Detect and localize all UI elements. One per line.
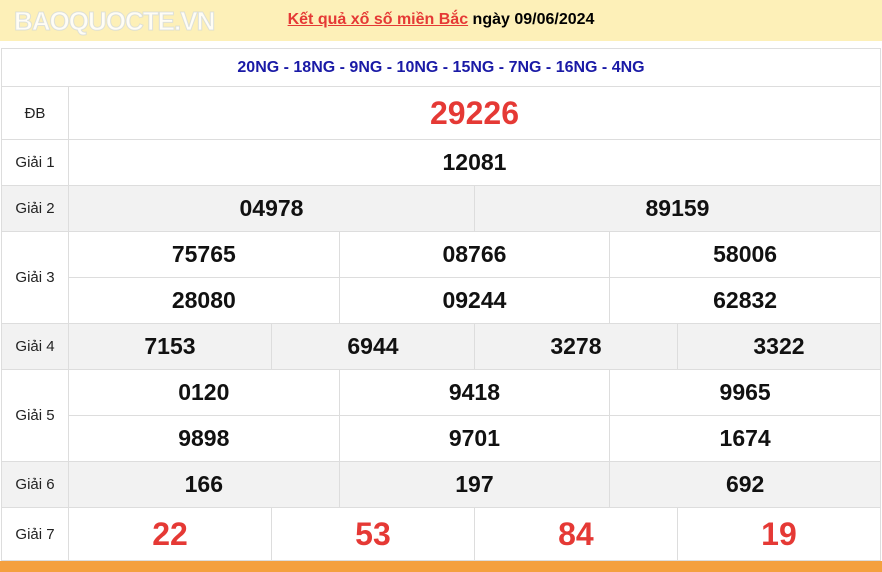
watermark: BAOQUOCTE.VN (13, 6, 215, 37)
prize-number: 7153 (68, 323, 272, 370)
prize-label: Giải 6 (1, 461, 69, 508)
special-prize: 29226 (68, 86, 881, 140)
prize-number: 3278 (473, 323, 678, 370)
prize-number: 166 (68, 461, 340, 508)
draw-codes: 20NG - 18NG - 9NG - 10NG - 15NG - 7NG - … (1, 48, 881, 87)
prize-number: 0120 (68, 369, 340, 416)
prize-number: 09244 (338, 277, 611, 324)
results-table: 20NG - 18NG - 9NG - 10NG - 15NG - 7NG - … (1, 48, 882, 561)
prize-number: 53 (270, 507, 475, 561)
prize-number: 692 (609, 461, 881, 508)
prize-number: 12081 (68, 139, 881, 186)
footer-bar (0, 561, 882, 572)
prize-number: 197 (338, 461, 611, 508)
prize-number: 1674 (609, 415, 881, 462)
prize-number: 28080 (68, 277, 340, 324)
prize-number: 6944 (270, 323, 475, 370)
header-date: ngày 09/06/2024 (468, 11, 595, 28)
prize-number: 62832 (609, 277, 881, 324)
page-header: Kết quả xổ số miền Bắc ngày 09/06/2024 (0, 0, 882, 41)
prize-number: 08766 (338, 231, 611, 278)
prize-label: Giải 2 (1, 185, 69, 232)
prize-number: 75765 (68, 231, 340, 278)
prize-number: 9898 (68, 415, 340, 462)
prize-label: Giải 3 (1, 231, 69, 324)
prize-number: 3322 (676, 323, 882, 370)
prize-number: 89159 (473, 185, 882, 232)
prize-number: 58006 (609, 231, 881, 278)
prize-label: Giải 5 (1, 369, 69, 462)
prize-number: 84 (473, 507, 678, 561)
prize-number: 22 (68, 507, 272, 561)
prize-number: 9701 (338, 415, 611, 462)
prize-number: 19 (676, 507, 882, 561)
prize-number: 9965 (609, 369, 881, 416)
prize-label: Giải 4 (1, 323, 69, 370)
prize-number: 9418 (338, 369, 611, 416)
prize-label: ĐB (1, 86, 69, 140)
prize-label: Giải 1 (1, 139, 69, 186)
results-link[interactable]: Kết quả xổ số miền Bắc (287, 11, 469, 28)
prize-label: Giải 7 (1, 507, 69, 561)
prize-number: 04978 (68, 185, 475, 232)
